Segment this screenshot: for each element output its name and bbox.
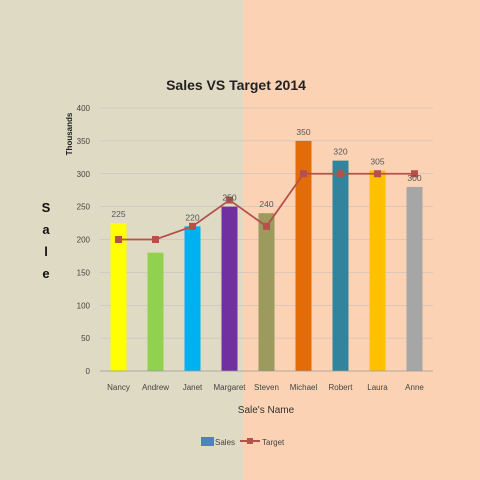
y-tick-label: 350 bbox=[77, 137, 91, 146]
category-label: Margaret bbox=[213, 383, 246, 392]
y-tick-label: 200 bbox=[77, 236, 91, 245]
sales-bar bbox=[147, 252, 164, 371]
sales-bar bbox=[369, 170, 386, 371]
category-label: Andrew bbox=[142, 383, 169, 392]
side-label-letter: e bbox=[42, 266, 49, 281]
target-marker bbox=[411, 170, 418, 178]
y-tick-label: 100 bbox=[77, 301, 91, 310]
target-marker bbox=[115, 236, 122, 243]
category-label: Janet bbox=[183, 383, 203, 392]
category-label: Laura bbox=[367, 383, 388, 392]
data-label: 225 bbox=[111, 209, 125, 219]
category-label: Anne bbox=[405, 383, 424, 392]
sales-bar bbox=[221, 206, 238, 371]
target-marker bbox=[374, 170, 381, 178]
sales-bars bbox=[110, 140, 423, 371]
data-label: 240 bbox=[259, 199, 273, 209]
data-label: 220 bbox=[185, 212, 199, 222]
y-tick-label: 0 bbox=[86, 367, 91, 376]
legend-target-label: Target bbox=[262, 438, 285, 447]
category-label: Steven bbox=[254, 383, 279, 392]
background-right bbox=[243, 0, 480, 480]
target-marker bbox=[226, 196, 233, 204]
sales-bar bbox=[258, 213, 275, 371]
legend-target-marker bbox=[247, 438, 253, 444]
target-marker bbox=[152, 236, 159, 243]
target-marker bbox=[300, 170, 307, 178]
data-label: 305 bbox=[370, 156, 384, 166]
side-label-letter: S bbox=[42, 200, 51, 215]
side-label-letter: l bbox=[44, 244, 48, 259]
chart-title: Sales VS Target 2014 bbox=[166, 77, 306, 93]
category-label: Michael bbox=[290, 383, 318, 392]
y-tick-label: 50 bbox=[81, 334, 90, 343]
y-tick-label: 400 bbox=[77, 104, 91, 113]
data-labels: 225 220 250 240 350 320 305 300 bbox=[111, 127, 421, 222]
y-axis-label: Thousands bbox=[65, 112, 74, 155]
side-label: Sale bbox=[42, 200, 51, 281]
y-tick-label: 150 bbox=[77, 268, 91, 277]
legend: Sales Target bbox=[201, 437, 285, 447]
data-label: 250 bbox=[222, 193, 236, 203]
sales-bar bbox=[110, 223, 127, 371]
target-marker bbox=[263, 222, 270, 230]
target-marker bbox=[189, 222, 196, 230]
category-label: Robert bbox=[328, 383, 353, 392]
data-label: 350 bbox=[296, 127, 310, 137]
sales-bar bbox=[406, 186, 423, 371]
legend-sales-swatch bbox=[201, 437, 214, 446]
sales-bar bbox=[332, 160, 349, 371]
sales-bar bbox=[184, 226, 201, 371]
target-line-series bbox=[115, 170, 418, 243]
category-label: Nancy bbox=[107, 383, 130, 392]
x-axis-label: Sale's Name bbox=[238, 405, 295, 416]
data-label: 320 bbox=[333, 147, 347, 157]
y-tick-label: 250 bbox=[77, 203, 91, 212]
target-marker bbox=[337, 170, 344, 178]
side-label-letter: a bbox=[42, 222, 50, 237]
category-labels: Nancy Andrew Janet Margaret Steven Michael Rob… bbox=[107, 383, 424, 392]
sales-bar bbox=[295, 140, 312, 371]
y-tick-labels: 0 50 100 150 200 250 300 350 400 bbox=[77, 104, 91, 376]
y-tick-label: 300 bbox=[77, 170, 91, 179]
legend-sales-label: Sales bbox=[215, 438, 235, 447]
data-label: 300 bbox=[407, 173, 421, 183]
